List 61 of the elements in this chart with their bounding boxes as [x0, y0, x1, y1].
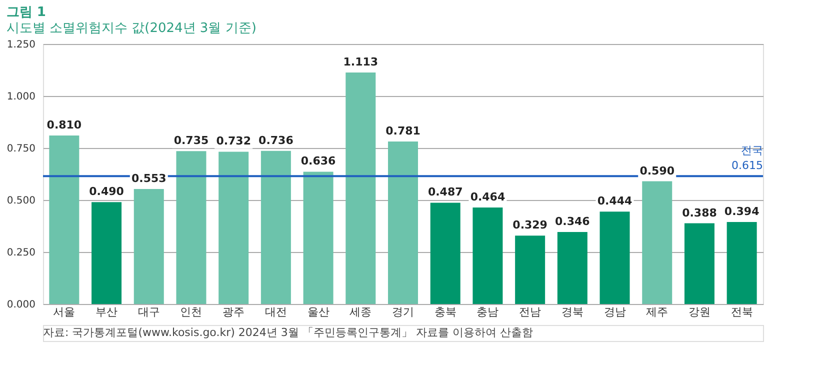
x-tick-label: 광주 — [222, 306, 245, 318]
data-label: 0.464 — [470, 190, 506, 204]
x-tick-label: 경남 — [604, 306, 626, 318]
bar — [176, 151, 206, 304]
data-label: 0.636 — [300, 154, 336, 168]
y-tick-label: 0.500 — [6, 196, 36, 206]
x-tick-label: 충남 — [476, 306, 499, 318]
data-label: 0.490 — [89, 185, 124, 198]
data-label: 0.487 — [428, 186, 463, 199]
x-tick-label: 세종 — [350, 306, 372, 318]
x-tick-label: 충북 — [434, 306, 456, 318]
data-label: 0.394 — [724, 205, 760, 218]
bar — [92, 202, 122, 304]
data-label: 0.810 — [46, 118, 82, 132]
data-label: 0.388 — [682, 206, 717, 220]
y-tick-label: 1.250 — [6, 40, 36, 50]
x-tick-label: 경기 — [392, 306, 414, 318]
bar — [260, 150, 291, 304]
data-label: 0.781 — [386, 124, 420, 138]
bar — [557, 232, 588, 304]
x-tick-label: 서울 — [53, 306, 76, 318]
data-label: 1.113 — [343, 55, 378, 68]
x-tick-label: 전북 — [730, 306, 753, 318]
bar — [346, 72, 376, 304]
x-tick-label: 강원 — [688, 306, 710, 318]
data-label: 0.736 — [258, 134, 294, 147]
data-label: 0.553 — [131, 172, 166, 185]
data-label: 0.735 — [174, 134, 209, 148]
x-tick-label: 대전 — [264, 306, 287, 318]
y-tick-label: 0.250 — [6, 248, 36, 258]
bar — [726, 222, 757, 304]
x-tick-label: 부산 — [96, 306, 118, 318]
bar — [600, 212, 630, 304]
x-tick-label: 경북 — [561, 306, 584, 318]
data-label: 0.346 — [555, 215, 590, 228]
bar — [642, 181, 672, 304]
data-label: 0.732 — [216, 134, 251, 148]
x-tick-label: 제주 — [646, 306, 668, 318]
text: 자료: 국가통계포털(www.kosis.go.kr) 2024년 3월 「주민등록인구통계」 자료를 이용하여 산출함 — [43, 326, 533, 339]
y-tick-label: 1.000 — [6, 92, 36, 102]
y-tick-label: 0.000 — [6, 300, 36, 310]
chart-subtitle: 시도별 소멸위험지수 값(2024년 3월 기준) — [6, 21, 256, 36]
x-tick-label: 인천 — [180, 306, 202, 318]
x-tick-label: 전남 — [519, 306, 542, 318]
bar — [388, 142, 418, 304]
data-label: 0.590 — [640, 164, 675, 178]
ref-line-label: 전국 0.615 — [732, 144, 763, 172]
y-tick-label: 0.750 — [6, 144, 36, 154]
bar — [218, 152, 249, 304]
bar — [303, 172, 334, 304]
data-label: 0.444 — [597, 194, 633, 208]
bar — [515, 236, 546, 304]
chart-title: 그림 1 — [6, 5, 46, 20]
bar — [472, 207, 503, 304]
data-label: 0.329 — [512, 218, 548, 232]
bar — [49, 136, 80, 304]
x-tick-label: 울산 — [307, 306, 330, 318]
bar — [430, 202, 460, 304]
x-tick-label: 대구 — [138, 306, 160, 318]
bar — [134, 188, 164, 304]
bar — [684, 223, 714, 304]
